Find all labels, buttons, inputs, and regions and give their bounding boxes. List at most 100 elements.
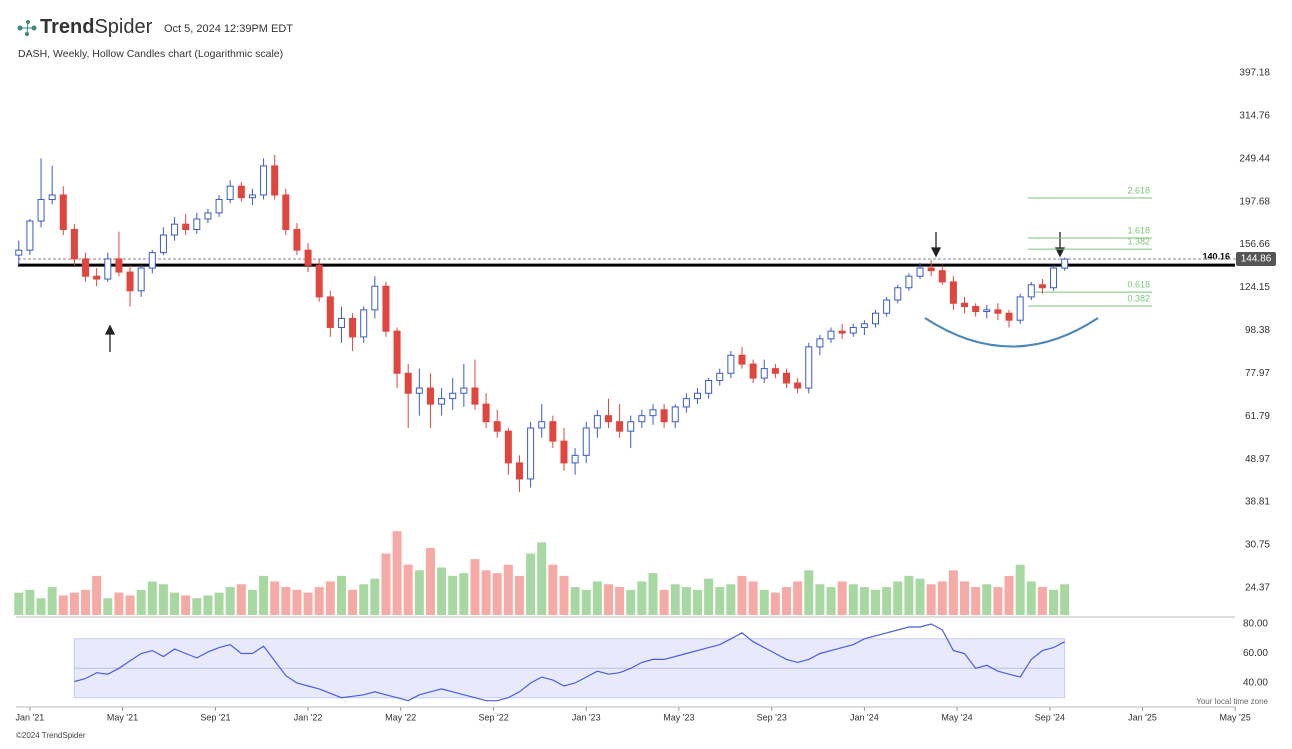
y-tick-label: 30.75 [1245, 540, 1270, 551]
candle-body [671, 406, 679, 423]
volume-bar [848, 584, 858, 615]
candle-body [326, 296, 334, 328]
volume-bar [414, 570, 424, 615]
logo [17, 20, 37, 36]
volume-bar [637, 581, 647, 615]
volume-bar [403, 564, 413, 615]
y-tick-label: 156.66 [1239, 239, 1270, 250]
volume-bar [659, 589, 669, 615]
y-tick-label: 249.44 [1239, 153, 1270, 164]
volume-bar [882, 587, 892, 615]
y-tick-label: 124.15 [1239, 282, 1270, 293]
x-tick-label: Sep '22 [478, 712, 508, 722]
candle-body [638, 415, 646, 423]
volume-bar [793, 581, 803, 615]
volume-bar [192, 598, 202, 615]
last-price-box [1236, 252, 1276, 267]
volume-bar [247, 589, 257, 615]
volume-bar [125, 595, 135, 615]
candle-body [226, 185, 234, 201]
volume-bar [158, 584, 168, 615]
candle-body [515, 462, 523, 480]
volume-bar [670, 584, 680, 615]
candle-body [705, 380, 713, 394]
candle-body [860, 323, 868, 328]
fib-label: 2.618 [1127, 185, 1150, 195]
candle-body [760, 368, 768, 379]
volume-bar [626, 589, 636, 615]
candle-body [827, 330, 835, 340]
volume-bar [948, 570, 958, 615]
candle-body [460, 387, 468, 394]
candle-body [215, 199, 223, 214]
candle-body [137, 267, 145, 292]
volume-bar [303, 592, 313, 615]
x-tick-label: Jan '23 [572, 712, 601, 722]
rsi-tick-label: 40.00 [1243, 678, 1268, 689]
candle-body [571, 454, 579, 464]
candle-body [126, 271, 134, 292]
volume-bar [103, 598, 113, 615]
y-tick-label: 77.97 [1245, 368, 1270, 379]
candle-body [104, 258, 112, 280]
candle-body [82, 258, 90, 277]
candle-body [527, 427, 535, 480]
candle-body [182, 223, 190, 231]
volume-bar [982, 584, 992, 615]
candle-body [660, 409, 668, 423]
candle-body [482, 403, 490, 423]
volume-bar [203, 595, 213, 615]
candle-body [872, 312, 880, 325]
volume-bar [47, 587, 57, 615]
candle-body [727, 354, 735, 374]
x-tick-label: Jan '21 [16, 712, 45, 722]
volume-bar [325, 581, 335, 615]
candle-body [148, 252, 156, 269]
candle-body [916, 267, 924, 277]
candle-body [48, 194, 56, 201]
candle-body [938, 270, 946, 283]
volume-bar [270, 581, 280, 615]
volume-bar [926, 584, 936, 615]
volume-bar [1015, 564, 1025, 615]
volume-bar [826, 587, 836, 615]
candle-body [438, 398, 446, 405]
volume-bar [759, 589, 769, 615]
candle-body [927, 267, 935, 272]
candle-body [404, 372, 412, 394]
x-tick-label: May '24 [941, 712, 972, 722]
candle-body [471, 387, 479, 405]
volume-bar [904, 575, 914, 615]
fib-label: 0.382 [1127, 293, 1150, 303]
candle-body [37, 199, 45, 222]
x-tick-label: May '22 [385, 712, 416, 722]
candle-body [716, 372, 724, 382]
volume-bar [481, 570, 491, 615]
candle-body [794, 382, 802, 389]
candle-body [894, 287, 902, 301]
candle-body [493, 421, 501, 432]
x-tick-label: Jan '24 [850, 712, 879, 722]
candle-body [70, 229, 78, 260]
volume-bar [837, 581, 847, 615]
volume-bar [236, 584, 246, 615]
volume-bar [392, 531, 402, 615]
candle-body [271, 165, 279, 196]
volume-bar [1004, 575, 1014, 615]
candle-body [1027, 284, 1035, 298]
volume-bar [514, 575, 524, 615]
volume-bar [815, 584, 825, 615]
volume-bar [136, 589, 146, 615]
volume-bar [681, 587, 691, 615]
candle-body [560, 440, 568, 464]
candle-body [549, 421, 557, 442]
candle-body [983, 309, 991, 313]
x-tick-label: Jan '22 [294, 712, 323, 722]
candle-body [349, 317, 357, 338]
candle-body [293, 229, 301, 251]
volume-bar [81, 589, 91, 615]
volume-bar [592, 581, 602, 615]
volume-bar [437, 567, 447, 615]
volume-bar [715, 587, 725, 615]
